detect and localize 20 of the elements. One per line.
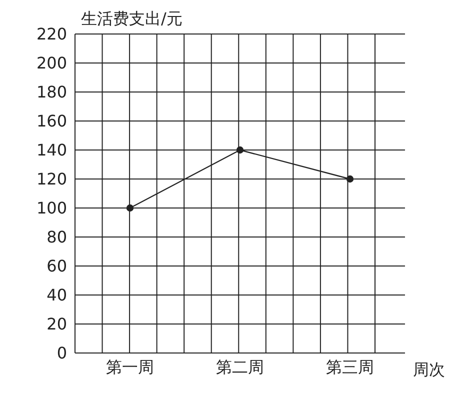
y-tick-label: 200 (36, 54, 67, 73)
x-tick-label: 第二周 (216, 357, 264, 376)
y-tick-label: 180 (36, 82, 67, 102)
y-tick-label: 120 (36, 170, 67, 189)
y-tick-label: 100 (36, 198, 67, 218)
y-tick-label: 80 (46, 228, 67, 247)
y-tick-label: 160 (36, 112, 67, 131)
y-tick-label: 40 (46, 286, 67, 305)
point (346, 175, 354, 183)
point (236, 146, 244, 154)
x-tick-label: 第一周 (106, 357, 154, 376)
y-tick-label: 0 (56, 344, 67, 363)
x-axis-title: 周次 (413, 360, 445, 379)
y-tick-label: 140 (36, 140, 67, 160)
y-tick-label: 220 (36, 24, 67, 44)
y-tick-label: 20 (46, 314, 67, 334)
y-axis-title: 生活费支出/元 (81, 9, 182, 28)
x-tick-label: 第三周 (326, 357, 374, 376)
y-tick-label: 60 (46, 256, 67, 276)
point (126, 204, 134, 212)
